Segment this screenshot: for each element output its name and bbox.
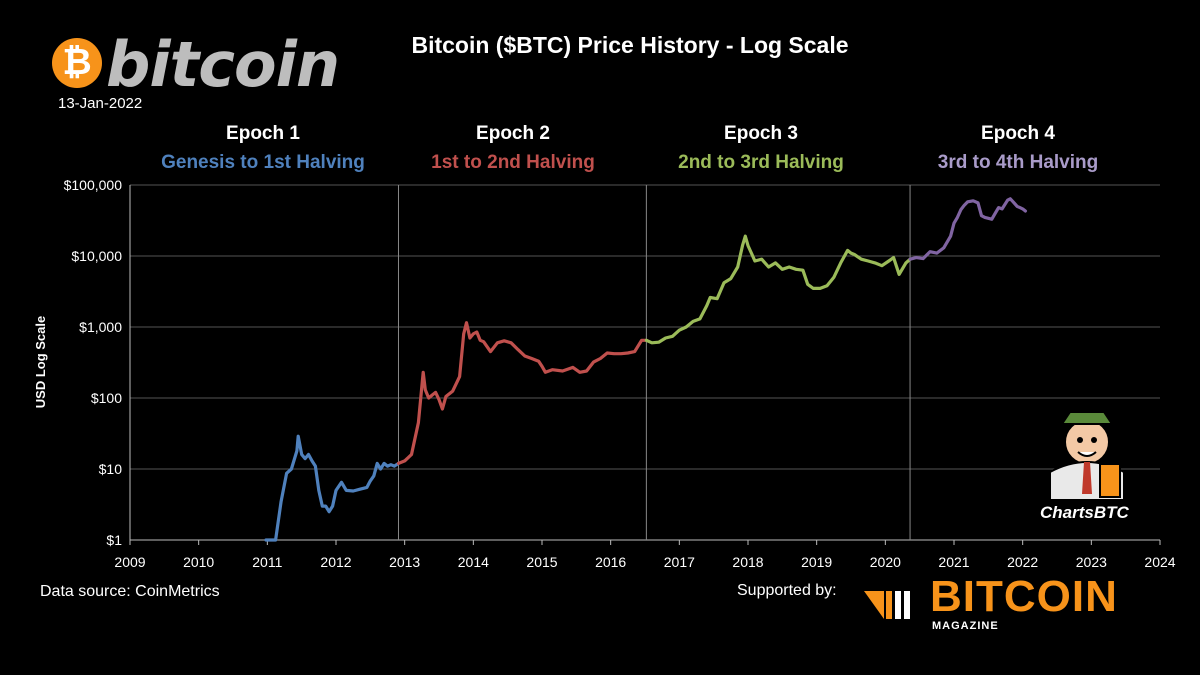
supported-by: Supported by: xyxy=(737,582,837,599)
bitcoin-logo-icon: ₿ xyxy=(52,38,102,88)
halving-lines xyxy=(397,185,911,540)
epoch-3-title: Epoch 3 xyxy=(724,123,798,144)
x-tick-label: 2022 xyxy=(1007,554,1038,570)
y-tick-label: $1,000 xyxy=(79,319,122,335)
x-tick-label: 2013 xyxy=(389,554,420,570)
y-tick-label: $10,000 xyxy=(71,248,122,264)
x-tick-label: 2011 xyxy=(252,554,282,570)
epoch-3-subtitle: 2nd to 3rd Halving xyxy=(678,152,844,173)
x-tick-label: 2023 xyxy=(1076,554,1107,570)
x-tick-label: 2009 xyxy=(114,554,145,570)
data-source: Data source: CoinMetrics xyxy=(40,583,220,600)
chartsbtc-label: ChartsBTC xyxy=(1040,503,1129,522)
y-axis-label: USD Log Scale xyxy=(33,316,48,408)
price-series xyxy=(264,197,1027,542)
x-tick-label: 2021 xyxy=(938,554,969,570)
x-tick-label: 2012 xyxy=(320,554,351,570)
chartsbtc-mascot-icon xyxy=(1049,411,1125,501)
y-tick-label: $100,000 xyxy=(64,177,123,193)
epoch-2-subtitle: 1st to 2nd Halving xyxy=(431,152,595,173)
y-tick-label: $10 xyxy=(99,461,123,477)
epoch-2-line xyxy=(396,321,648,465)
x-tick-label: 2016 xyxy=(595,554,626,570)
epoch-1-subtitle: Genesis to 1st Halving xyxy=(161,152,365,173)
x-tick-label: 2019 xyxy=(801,554,832,570)
epoch-4-line xyxy=(908,197,1027,261)
epoch-4-title: Epoch 4 xyxy=(981,123,1055,144)
axis-ticks: $1 $10 $100 $1,000 $10,000 $100,000 2009 2010 20… xyxy=(64,177,1176,570)
epoch-2-title: Epoch 2 xyxy=(476,123,550,144)
x-tick-label: 2024 xyxy=(1144,554,1175,570)
y-tick-label: $1 xyxy=(106,532,122,548)
x-tick-label: 2017 xyxy=(664,554,695,570)
chart-title: Bitcoin ($BTC) Price History - Log Scale xyxy=(411,32,849,58)
bitcoin-magazine-sub: MAGAZINE xyxy=(932,620,999,632)
epoch-1-line xyxy=(264,434,401,542)
bitcoin-magazine-logo-icon xyxy=(864,591,910,619)
bitcoin-logo-word: bitcoin xyxy=(106,28,340,101)
epoch-3-line xyxy=(644,234,912,345)
y-tick-label: $100 xyxy=(91,390,122,406)
x-tick-label: 2018 xyxy=(732,554,763,570)
x-tick-label: 2014 xyxy=(458,554,489,570)
x-tick-label: 2020 xyxy=(870,554,901,570)
chart-grid xyxy=(129,184,1160,541)
epoch-4-subtitle: 3rd to 4th Halving xyxy=(937,152,1099,173)
bitcoin-magazine-word: BITCOIN xyxy=(930,572,1118,621)
epoch-1-title: Epoch 1 xyxy=(226,123,300,144)
chart-date: 13-Jan-2022 xyxy=(58,95,143,112)
x-tick-label: 2015 xyxy=(526,554,557,570)
x-tick-label: 2010 xyxy=(183,554,214,570)
